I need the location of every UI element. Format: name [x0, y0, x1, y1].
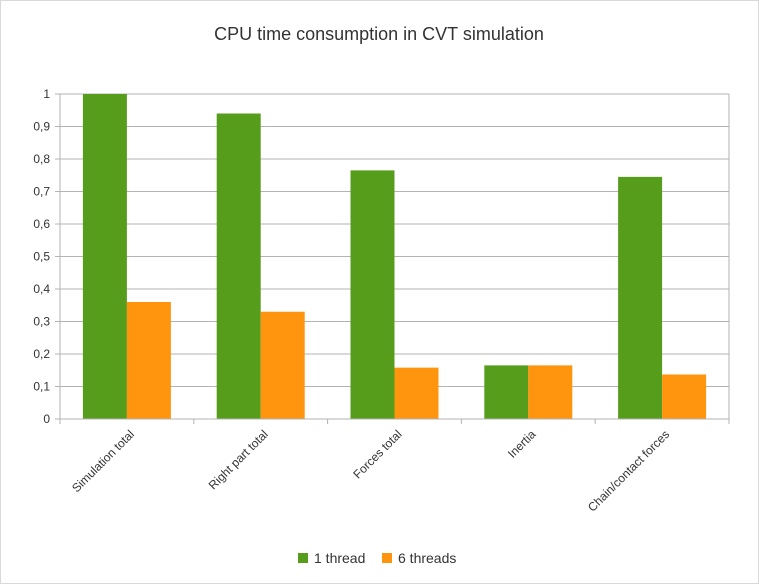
bar-series-2 [662, 374, 707, 419]
legend-label: 1 thread [314, 550, 365, 566]
bars [82, 94, 707, 419]
chart-title: CPU time consumption in CVT simulation [214, 24, 544, 44]
bar-series-2 [394, 367, 439, 419]
x-tick-label: Inertia [505, 427, 539, 461]
y-tick-label: 0,9 [33, 120, 50, 134]
bar-series-1 [618, 176, 663, 419]
x-tick-label: Simulation total [69, 427, 137, 495]
y-tick-label: 0,3 [33, 315, 50, 329]
bar-series-1 [82, 94, 127, 419]
y-tick-label: 1 [43, 87, 50, 101]
y-tick-label: 0,7 [33, 185, 50, 199]
bar-series-1 [484, 365, 529, 419]
y-tick-label: 0 [43, 412, 50, 426]
y-tick-label: 0,5 [33, 250, 50, 264]
x-tick-label: Right part total [206, 427, 271, 492]
legend-swatch [382, 553, 392, 563]
bar-series-2 [126, 302, 171, 419]
legend-label: 6 threads [398, 550, 456, 566]
y-tick-label: 0,6 [33, 217, 50, 231]
x-tick-labels: Simulation total Right part total Forces t… [69, 427, 672, 514]
y-tick-label: 0,2 [33, 347, 50, 361]
y-tick-label: 0,8 [33, 152, 50, 166]
legend-swatch [298, 553, 308, 563]
y-tick-label: 0,1 [33, 380, 50, 394]
y-tick-labels: 0 0,1 0,2 0,3 0,4 0,5 0,6 0,7 0,8 0,9 1 [33, 87, 50, 426]
bar-series-2 [528, 365, 573, 419]
axes [55, 93, 730, 424]
bar-series-1 [350, 170, 395, 419]
x-tick-label: Forces total [350, 427, 404, 481]
legend: 1 thread 6 threads [298, 550, 456, 566]
x-tick-label: Chain/contact forces [585, 427, 672, 514]
y-tick-label: 0,4 [33, 282, 50, 296]
bar-series-2 [260, 311, 305, 419]
bar-series-1 [216, 113, 261, 419]
